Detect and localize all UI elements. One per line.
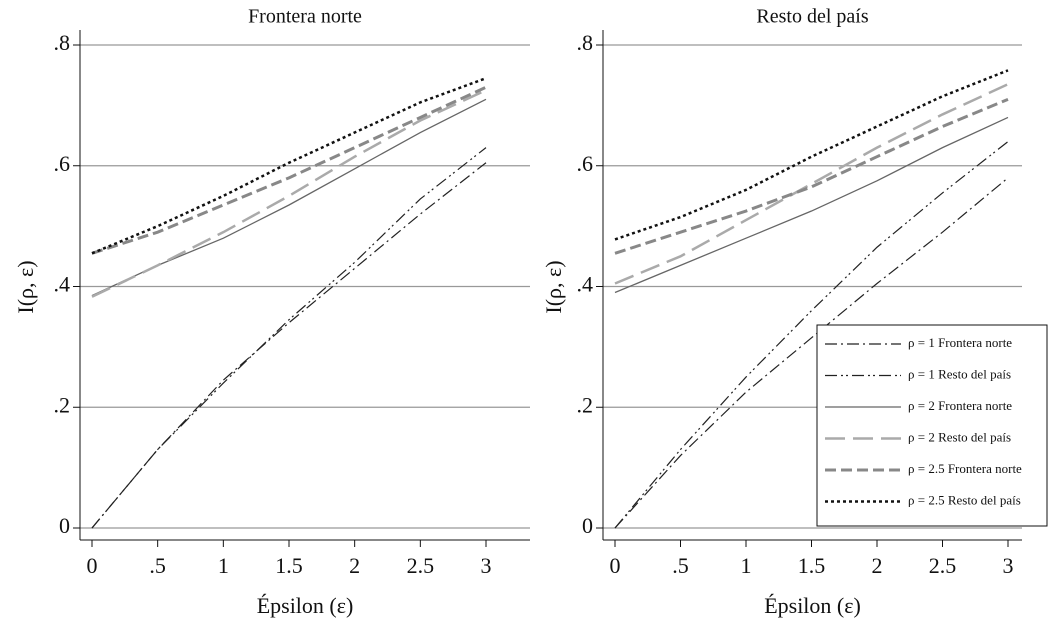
y-tick-label: .2 <box>577 392 594 417</box>
legend-label: ρ = 2 Frontera norte <box>908 398 1012 413</box>
x-tick-label: 1.5 <box>275 553 303 578</box>
y-axis-label: I(ρ, ε) <box>541 260 566 313</box>
x-tick-label: 3 <box>481 553 492 578</box>
chart-title: Resto del país <box>756 6 868 28</box>
line-series <box>614 141 1009 529</box>
legend-label: ρ = 1 Resto del país <box>908 366 1011 381</box>
line-series <box>614 177 1009 529</box>
line-series <box>91 85 487 255</box>
y-tick-label: .4 <box>577 272 594 297</box>
x-axis-label: Épsilon (ε) <box>257 593 354 618</box>
line-series <box>91 89 487 298</box>
y-tick-label: .8 <box>577 30 594 55</box>
legend-label: ρ = 2.5 Resto del país <box>908 492 1021 507</box>
x-tick-label: 0 <box>610 553 621 578</box>
x-tick-label: 3 <box>1003 553 1014 578</box>
x-tick-label: 1.5 <box>798 553 826 578</box>
line-series <box>614 83 1009 285</box>
line-series <box>614 69 1009 241</box>
x-tick-label: 2 <box>872 553 883 578</box>
x-tick-label: 1 <box>741 553 752 578</box>
x-tick-label: .5 <box>149 553 166 578</box>
line-series <box>91 98 487 297</box>
y-tick-label: 0 <box>59 513 70 538</box>
legend-label: ρ = 2 Resto del país <box>908 429 1011 444</box>
x-tick-label: 0 <box>87 553 98 578</box>
y-tick-label: .6 <box>577 151 594 176</box>
y-tick-label: .8 <box>54 30 71 55</box>
x-tick-label: 2 <box>349 553 360 578</box>
legend-label: ρ = 2.5 Frontera norte <box>908 461 1022 476</box>
line-series <box>91 162 487 529</box>
y-tick-label: 0 <box>582 513 593 538</box>
x-tick-label: 1 <box>218 553 229 578</box>
line-series <box>614 116 1009 294</box>
legend-box <box>816 324 1048 527</box>
line-series <box>614 97 1009 255</box>
y-tick-label: .6 <box>54 151 71 176</box>
x-axis-label: Épsilon (ε) <box>764 593 861 618</box>
x-tick-label: 2.5 <box>407 553 435 578</box>
x-tick-label: .5 <box>672 553 689 578</box>
line-series <box>91 147 487 529</box>
y-tick-label: .2 <box>54 392 71 417</box>
chart-title: Frontera norte <box>248 6 362 28</box>
y-axis-label: I(ρ, ε) <box>13 260 38 313</box>
y-tick-label: .4 <box>54 272 71 297</box>
legend-label: ρ = 1 Frontera norte <box>908 335 1012 350</box>
x-tick-label: 2.5 <box>929 553 957 578</box>
line-series <box>91 77 487 255</box>
